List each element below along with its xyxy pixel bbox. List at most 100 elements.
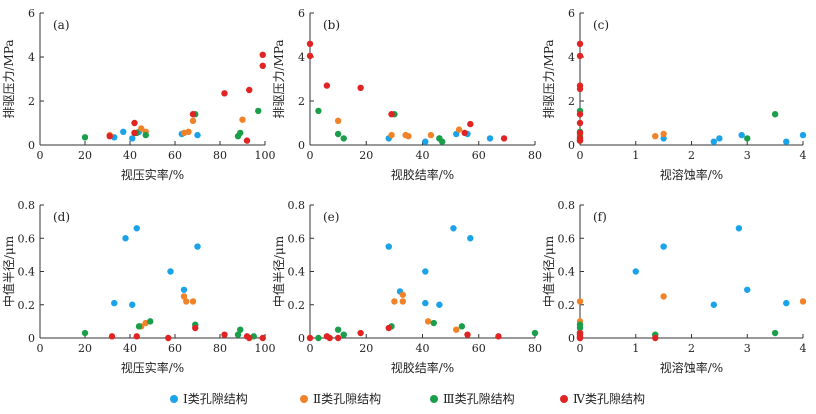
x-tick-label: 4 <box>800 342 807 355</box>
data-point <box>189 298 197 305</box>
x-tick-label: 1 <box>632 149 639 162</box>
legend-item-type-1: Ⅰ类孔隙结构 <box>170 390 248 407</box>
data-point <box>357 329 364 337</box>
x-axis-title: 视胶结率/% <box>391 360 454 375</box>
data-point <box>458 323 466 330</box>
legend-dot-type-4 <box>560 394 568 403</box>
data-point <box>783 299 790 307</box>
y-tick-label: 0.6 <box>18 232 36 245</box>
data-point <box>576 334 584 342</box>
x-tick-label: 80 <box>213 149 227 162</box>
data-point <box>576 52 584 60</box>
x-tick-label: 20 <box>359 149 373 162</box>
y-tick-label: 0 <box>28 332 35 345</box>
y-tick-label: 4 <box>568 51 575 64</box>
x-axis-title: 视溶蚀率/% <box>660 167 723 182</box>
data-point <box>660 293 667 300</box>
x-tick-label: 1 <box>632 342 639 355</box>
y-tick-label: 0.4 <box>18 266 36 279</box>
data-point <box>108 333 116 340</box>
data-point <box>237 326 244 333</box>
data-point <box>576 298 584 305</box>
y-tick-label: 6 <box>298 7 305 20</box>
data-point <box>221 90 228 97</box>
data-point <box>576 119 584 127</box>
data-point <box>531 329 539 337</box>
y-tick-label: 0 <box>298 139 305 152</box>
data-point <box>120 128 127 135</box>
y-tick-label: 2 <box>568 95 575 108</box>
panel-f: 0 1 2 3 4 0 0.2 0.4 0.6 0.8 视溶蚀率/% 中值半径/μm (f) <box>541 199 807 375</box>
data-point <box>424 318 432 325</box>
data-point <box>486 135 494 142</box>
data-point <box>243 137 251 144</box>
data-point <box>306 52 314 60</box>
data-point <box>334 117 342 125</box>
data-point <box>340 135 347 142</box>
data-point <box>450 225 457 232</box>
data-point <box>799 298 807 305</box>
data-point <box>142 131 149 139</box>
data-point <box>461 129 468 137</box>
data-point <box>135 323 143 330</box>
data-point <box>716 135 723 142</box>
data-point <box>576 329 584 337</box>
y-tick-label: 0.8 <box>288 199 306 212</box>
y-tick-label: 0.8 <box>18 199 36 212</box>
x-axis-title: 视胶结率/% <box>391 167 454 182</box>
data-point <box>81 134 89 141</box>
data-point <box>334 326 342 333</box>
data-point <box>239 116 246 123</box>
data-point <box>131 129 138 137</box>
data-point <box>122 235 129 242</box>
data-point <box>576 135 584 142</box>
data-point <box>632 268 639 275</box>
legend: Ⅰ类孔隙结构 Ⅱ类孔隙结构 Ⅲ类孔隙结构 Ⅳ类孔隙结构 <box>0 388 816 410</box>
data-point <box>340 331 347 338</box>
legend-dot-type-1 <box>170 394 178 403</box>
data-point <box>576 85 584 93</box>
data-point <box>131 119 138 127</box>
x-tick-label: 60 <box>472 342 486 355</box>
x-tick-label: 80 <box>528 342 542 355</box>
y-tick-label: 0.2 <box>18 299 36 312</box>
data-point <box>189 117 197 125</box>
data-point <box>455 126 463 133</box>
data-point <box>783 138 790 145</box>
x-tick-label: 4 <box>800 149 807 162</box>
y-tick-label: 2 <box>298 95 305 108</box>
panel-c: 0 1 2 3 4 0 2 4 6 视溶蚀率/% 排驱压力/MPa (c) <box>542 7 807 182</box>
y-tick-label: 0.2 <box>558 299 576 312</box>
data-point <box>255 107 262 115</box>
data-point <box>323 82 331 89</box>
data-point <box>385 324 392 332</box>
data-point <box>391 298 398 305</box>
data-point <box>334 334 342 342</box>
data-point <box>576 111 584 118</box>
y-axis-title: 中值半径/μm <box>1 235 16 307</box>
data-point <box>436 301 443 308</box>
x-tick-label: 20 <box>359 342 373 355</box>
y-tick-label: 4 <box>298 51 305 64</box>
x-tick-label: 20 <box>78 149 92 162</box>
data-point <box>467 120 474 128</box>
panel-d: 0 20 40 60 80 100 0 0.2 0.4 0.6 0.8 视压实率/% 中值半径/μm (d… <box>1 199 276 375</box>
panel-e: 0 20 40 60 80 0 0.2 0.4 0.6 0.8 视胶结率/% 中值半径/μm (e) <box>271 199 542 375</box>
data-point <box>405 133 412 140</box>
y-tick-label: 6 <box>568 7 575 20</box>
data-point <box>427 131 435 139</box>
y-tick-label: 2 <box>28 95 35 108</box>
data-point <box>771 329 779 337</box>
y-tick-label: 0.8 <box>558 199 576 212</box>
data-point <box>576 129 584 137</box>
data-point <box>165 334 172 342</box>
legend-item-type-2: Ⅱ类孔隙结构 <box>300 390 381 407</box>
x-tick-label: 3 <box>744 149 751 162</box>
x-tick-label: 3 <box>744 342 751 355</box>
x-tick-label: 2 <box>688 342 695 355</box>
data-point <box>81 329 89 337</box>
data-point <box>133 333 140 340</box>
data-point <box>430 319 437 327</box>
x-tick-label: 0 <box>577 149 584 162</box>
